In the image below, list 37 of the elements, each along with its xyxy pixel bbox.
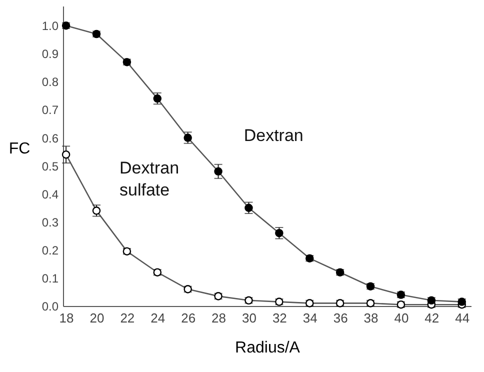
point <box>62 21 70 30</box>
y-axis-title: FC <box>8 140 30 158</box>
y-tick-label: 0.7 <box>42 103 59 118</box>
y-tick-label: 0.3 <box>42 215 59 230</box>
x-axis-title: Radius/A <box>235 340 300 356</box>
point <box>62 150 70 159</box>
point <box>275 228 284 238</box>
x-tick-label: 42 <box>424 310 440 326</box>
series-label: Dextran <box>244 126 304 145</box>
x-tick-label: 24 <box>150 310 166 326</box>
x-tick-label: 32 <box>272 310 287 326</box>
x-tick-label: 36 <box>333 310 348 326</box>
y-tick-label: 0.8 <box>42 75 59 90</box>
y-tick-label: 0.1 <box>42 271 59 286</box>
y-tick-label: 0.9 <box>42 47 59 62</box>
y-tick-label: 0.0 <box>42 300 59 314</box>
y-tick-label: 0.5 <box>42 159 59 174</box>
point <box>244 204 253 212</box>
x-tick-label: 28 <box>212 310 226 326</box>
x-tick-label: 34 <box>302 310 318 326</box>
x-tick-label: 44 <box>455 310 470 326</box>
x-tick-label: 22 <box>120 310 135 326</box>
x-tick-label: 20 <box>90 310 104 326</box>
y-tick-label: 0.6 <box>42 131 59 146</box>
y-tick-label: 0.2 <box>42 243 59 258</box>
x-tick-label: 40 <box>394 310 409 326</box>
x-tick-label: 38 <box>364 310 378 326</box>
y-tick-label: 1.0 <box>42 19 59 34</box>
y-tick-label: 0.4 <box>42 187 59 202</box>
x-tick-label: 26 <box>181 310 196 326</box>
series-label: Dextran sulfate <box>119 158 180 200</box>
point <box>184 134 192 142</box>
x-tick-label: 30 <box>242 310 256 326</box>
x-tick-label: 18 <box>59 310 74 326</box>
point <box>153 94 162 103</box>
point <box>214 167 222 176</box>
point <box>92 206 101 215</box>
